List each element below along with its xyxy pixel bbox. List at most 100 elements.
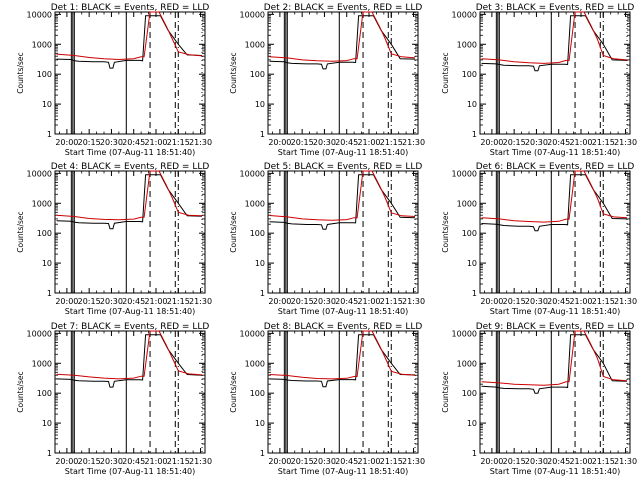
series-line-events xyxy=(269,174,416,230)
y-tick-label: 1000 xyxy=(457,40,477,49)
y-axis-label: Counts/sec xyxy=(441,52,450,93)
chart-panel: Det 4: BLACK = Events, RED = LLD 1 10 100 10… xyxy=(16,162,212,316)
y-tick-label: 10000 xyxy=(27,169,52,178)
chart-panel: Det 8: BLACK = Events, RED = LLD 1 10 100 10… xyxy=(229,322,425,476)
series-line-lld xyxy=(56,170,203,221)
y-tick-label: 10000 xyxy=(27,10,52,19)
y-tick-label: 10000 xyxy=(240,10,265,19)
y-axis-label: Counts/sec xyxy=(16,371,25,412)
x-axis-label: Start Time (07-Aug-11 18:51:40) xyxy=(278,307,409,316)
x-tick-label: 21:15 xyxy=(167,138,190,147)
y-tick-label: 1 xyxy=(47,130,52,139)
chart-title: Det 7: BLACK = Events, RED = LLD xyxy=(51,322,210,332)
x-tick-label: 20:45 xyxy=(122,457,145,466)
x-tick-label: 20:30 xyxy=(525,138,548,147)
series-line-events xyxy=(481,174,628,232)
x-tick-label: 20:15 xyxy=(503,138,526,147)
x-tick-label: 21:00 xyxy=(144,457,167,466)
x-tick-label: 21:15 xyxy=(380,457,403,466)
y-tick-label: 10 xyxy=(467,100,477,109)
x-tick-label: 21:00 xyxy=(569,138,592,147)
chart-title: Det 6: BLACK = Events, RED = LLD xyxy=(476,162,635,172)
x-tick-label: 20:45 xyxy=(547,457,570,466)
y-tick-label: 1000 xyxy=(245,359,265,368)
y-axis-label: Counts/sec xyxy=(229,371,238,412)
x-tick-label: 20:30 xyxy=(525,297,548,306)
x-tick-label: 20:15 xyxy=(291,457,314,466)
chart-title: Det 9: BLACK = Events, RED = LLD xyxy=(476,322,635,332)
x-tick-label: 21:00 xyxy=(357,297,380,306)
y-axis-label: Counts/sec xyxy=(229,211,238,252)
x-tick-label: 20:45 xyxy=(547,138,570,147)
y-tick-label: 10000 xyxy=(452,329,477,338)
y-axis-label: Counts/sec xyxy=(229,52,238,93)
y-axis-label: Counts/sec xyxy=(16,52,25,93)
x-tick-label: 21:15 xyxy=(592,457,615,466)
chart-panel: Det 7: BLACK = Events, RED = LLD 1 10 100 10… xyxy=(16,322,212,476)
x-tick-label: 20:45 xyxy=(335,138,358,147)
y-tick-label: 10000 xyxy=(240,329,265,338)
chart-title: Det 3: BLACK = Events, RED = LLD xyxy=(476,3,635,13)
y-tick-label: 1000 xyxy=(457,199,477,208)
x-axis-label: Start Time (07-Aug-11 18:51:40) xyxy=(490,307,621,316)
y-tick-label: 1000 xyxy=(457,359,477,368)
chart-title: Det 5: BLACK = Events, RED = LLD xyxy=(264,162,423,172)
y-tick-label: 1 xyxy=(47,449,52,458)
chart-title: Det 2: BLACK = Events, RED = LLD xyxy=(264,3,423,13)
y-tick-label: 10000 xyxy=(452,169,477,178)
series-line-events xyxy=(56,174,203,230)
y-tick-label: 10000 xyxy=(452,10,477,19)
x-tick-label: 21:30 xyxy=(402,457,425,466)
x-tick-label: 20:00 xyxy=(268,297,291,306)
series-line-events xyxy=(56,334,203,388)
y-tick-label: 1 xyxy=(472,449,477,458)
series-line-lld xyxy=(269,11,416,62)
y-tick-label: 100 xyxy=(37,229,52,238)
y-tick-label: 100 xyxy=(462,229,477,238)
chart-panel: Det 2: BLACK = Events, RED = LLD 1 10 100 10… xyxy=(229,3,425,157)
x-axis-label: Start Time (07-Aug-11 18:51:40) xyxy=(278,467,409,476)
y-tick-label: 100 xyxy=(462,70,477,79)
plot-frame xyxy=(54,11,206,135)
x-tick-label: 20:45 xyxy=(122,297,145,306)
y-tick-label: 100 xyxy=(462,389,477,398)
x-tick-label: 21:30 xyxy=(189,457,212,466)
x-tick-label: 20:30 xyxy=(525,457,548,466)
x-tick-label: 20:15 xyxy=(78,457,101,466)
x-axis-label: Start Time (07-Aug-11 18:51:40) xyxy=(65,148,196,157)
x-tick-label: 20:45 xyxy=(335,457,358,466)
y-tick-label: 10 xyxy=(467,259,477,268)
x-tick-label: 21:30 xyxy=(402,138,425,147)
x-axis-label: Start Time (07-Aug-11 18:51:40) xyxy=(278,148,409,157)
x-tick-label: 21:15 xyxy=(380,138,403,147)
x-tick-label: 20:00 xyxy=(268,457,291,466)
x-tick-label: 20:15 xyxy=(78,297,101,306)
y-tick-label: 100 xyxy=(37,389,52,398)
x-tick-label: 20:00 xyxy=(480,457,503,466)
x-tick-label: 20:45 xyxy=(335,297,358,306)
plot-frame xyxy=(54,330,206,454)
x-tick-label: 20:15 xyxy=(291,138,314,147)
x-tick-label: 20:00 xyxy=(55,457,78,466)
y-tick-label: 1 xyxy=(472,289,477,298)
x-tick-label: 20:30 xyxy=(313,297,336,306)
chart-panel: Det 5: BLACK = Events, RED = LLD 1 10 100 10… xyxy=(229,162,425,316)
y-tick-label: 100 xyxy=(37,70,52,79)
x-tick-label: 20:30 xyxy=(313,138,336,147)
x-tick-label: 20:00 xyxy=(480,138,503,147)
series-line-lld xyxy=(269,330,416,380)
x-tick-label: 21:00 xyxy=(144,297,167,306)
x-tick-label: 21:00 xyxy=(569,297,592,306)
x-tick-label: 20:15 xyxy=(503,297,526,306)
chart-panel: Det 9: BLACK = Events, RED = LLD 1 10 100 10… xyxy=(441,322,637,476)
y-tick-label: 1000 xyxy=(32,199,52,208)
x-axis-label: Start Time (07-Aug-11 18:51:40) xyxy=(490,148,621,157)
y-tick-label: 10000 xyxy=(240,169,265,178)
y-tick-label: 10 xyxy=(255,419,265,428)
y-tick-label: 1000 xyxy=(245,40,265,49)
y-tick-label: 1 xyxy=(47,289,52,298)
chart-title: Det 8: BLACK = Events, RED = LLD xyxy=(264,322,423,332)
y-tick-label: 100 xyxy=(250,389,265,398)
